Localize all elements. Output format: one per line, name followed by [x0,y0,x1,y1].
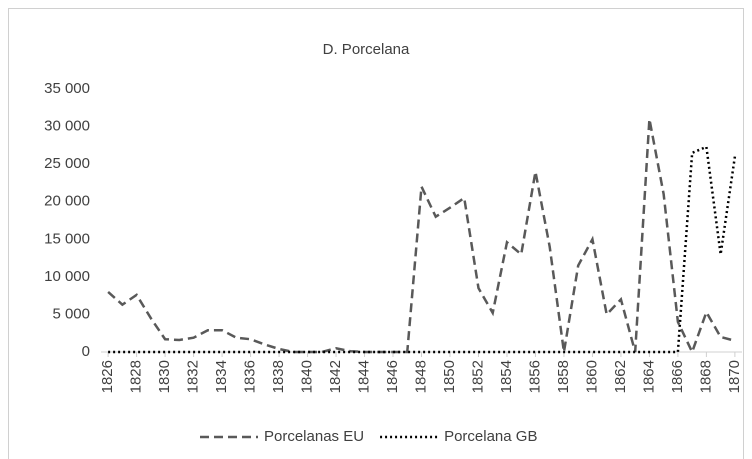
chart-border [8,8,744,459]
x-tick-label: 1832 [185,360,202,393]
x-tick-label: 1860 [583,360,600,393]
x-tick-label: 1840 [299,360,316,393]
x-tick-label: 1850 [441,360,458,393]
x-tick-label: 1838 [270,360,287,393]
y-tick-label: 15 000 [44,230,90,247]
x-tick-label: 1862 [612,360,629,393]
x-tick-label: 1870 [726,360,743,393]
y-tick-label: 25 000 [44,155,90,172]
x-tick-label: 1830 [156,360,173,393]
y-tick-label: 0 [82,343,90,360]
x-tick-label: 1864 [640,360,657,393]
x-tick-label: 1828 [128,360,145,393]
x-tick-label: 1866 [669,360,686,393]
x-tick-label: 1868 [697,360,714,393]
legend-label: Porcelana GB [444,428,537,445]
x-tick-label: 1856 [526,360,543,393]
x-tick-label: 1854 [498,360,515,393]
x-tick-label: 1826 [99,360,116,393]
y-tick-label: 30 000 [44,118,90,135]
x-tick-label: 1852 [469,360,486,393]
x-tick-label: 1836 [242,360,259,393]
x-tick-label: 1834 [213,360,230,393]
x-tick-label: 1848 [412,360,429,393]
y-tick-label: 5 000 [52,305,90,322]
y-tick-label: 35 000 [44,80,90,97]
y-tick-label: 10 000 [44,268,90,285]
series-line [107,118,736,356]
x-tick-label: 1842 [327,360,344,393]
x-tick-label: 1844 [355,360,372,393]
chart-title: D. Porcelana [323,41,410,58]
x-tick-label: 1846 [384,360,401,393]
y-tick-label: 20 000 [44,193,90,210]
legend-label: Porcelanas EU [264,428,364,445]
x-tick-label: 1858 [555,360,572,393]
